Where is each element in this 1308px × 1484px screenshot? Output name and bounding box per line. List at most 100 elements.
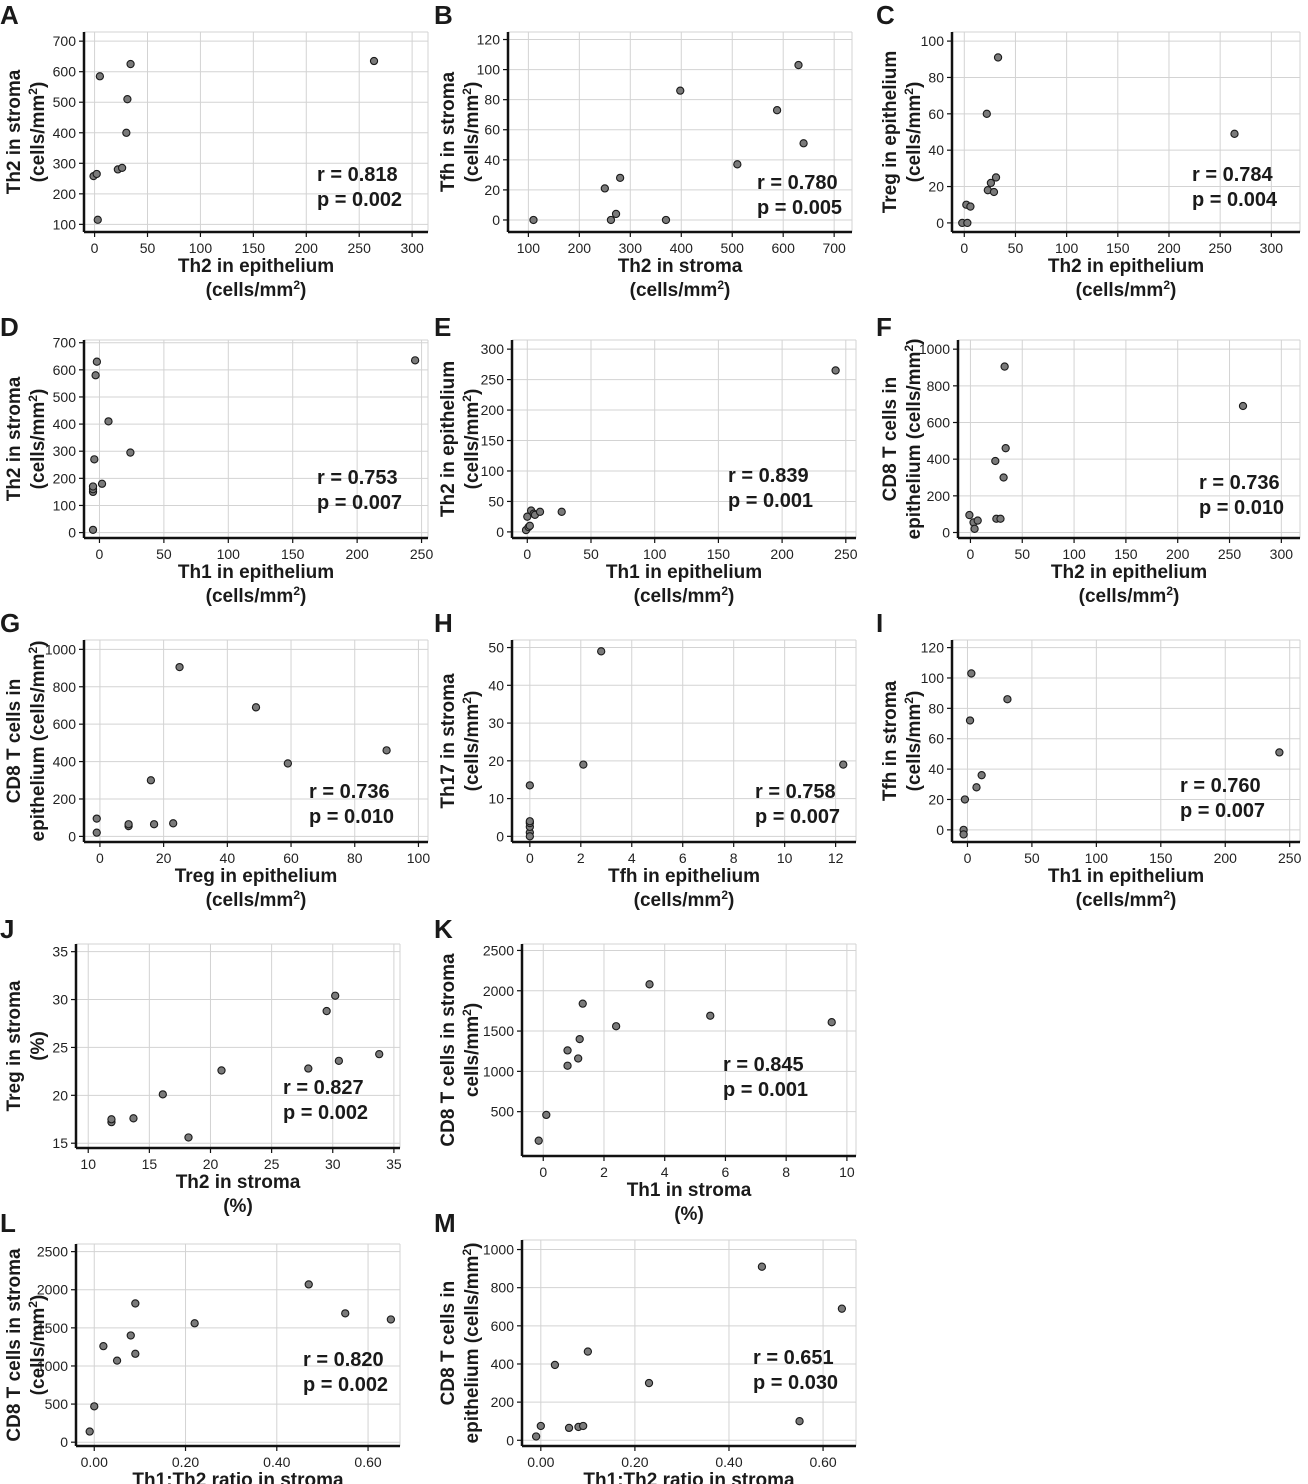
panel-i: I 0 50 100 150 200 250 0 20 40 60 80 100 120 r = 0.760… bbox=[876, 608, 1302, 911]
y-tick-label: 100 bbox=[481, 463, 505, 479]
x-axis-label: Th1 in epithelium bbox=[178, 562, 334, 583]
x-axis-label: Th2 in epithelium bbox=[178, 256, 334, 277]
data-point bbox=[563, 1046, 572, 1055]
y-axis-unit: (cells/mm2) bbox=[902, 691, 925, 792]
data-point bbox=[795, 1417, 804, 1426]
x-axis-unit: (cells/mm2) bbox=[1076, 278, 1177, 301]
x-tick-label: 0.20 bbox=[621, 1454, 648, 1470]
data-point bbox=[131, 1349, 140, 1358]
x-tick-label: 100 bbox=[1062, 546, 1086, 562]
panel-b: B 100 200 300 400 500 600 700 0 20 40 60 80 100 120 r =… bbox=[434, 0, 853, 301]
data-point bbox=[977, 771, 986, 780]
data-point bbox=[126, 59, 135, 69]
y-tick-label: 60 bbox=[484, 122, 500, 138]
panel-letter: B bbox=[434, 0, 453, 30]
data-point bbox=[525, 781, 534, 790]
y-tick-label: 100 bbox=[477, 62, 501, 78]
x-tick-label: 60 bbox=[283, 850, 299, 866]
y-tick-label: 400 bbox=[53, 125, 77, 141]
x-tick-label: 8 bbox=[782, 1164, 790, 1180]
y-tick-label: 50 bbox=[488, 493, 504, 509]
data-point bbox=[104, 417, 113, 426]
x-tick-label: 250 bbox=[834, 546, 858, 562]
data-point bbox=[645, 980, 654, 989]
data-point bbox=[534, 1136, 543, 1145]
r-value: r = 0.758 bbox=[755, 781, 836, 803]
x-tick-label: 0 bbox=[960, 240, 968, 256]
y-tick-label: 120 bbox=[477, 32, 501, 48]
x-tick-label: 150 bbox=[1106, 240, 1130, 256]
x-tick-label: 15 bbox=[142, 1156, 158, 1172]
data-point bbox=[965, 716, 975, 725]
y-axis-unit: epithelium (cells/mm2) bbox=[902, 339, 925, 540]
y-tick-label: 60 bbox=[928, 731, 944, 747]
data-point bbox=[531, 1432, 541, 1441]
y-axis-title: CD8 T cells in stroma bbox=[438, 953, 459, 1147]
y-tick-label: 15 bbox=[52, 1135, 68, 1151]
r-value: r = 0.753 bbox=[317, 467, 398, 489]
x-tick-label: 600 bbox=[772, 240, 796, 256]
y-axis-unit: (%) bbox=[28, 1031, 49, 1061]
data-point bbox=[88, 525, 98, 535]
x-axis-unit: (cells/mm2) bbox=[1079, 584, 1180, 607]
data-point bbox=[542, 1110, 551, 1120]
x-tick-label: 4 bbox=[661, 1164, 669, 1180]
y-tick-label: 100 bbox=[53, 497, 77, 513]
data-point bbox=[175, 662, 184, 672]
data-point bbox=[1003, 695, 1012, 704]
x-tick-label: 500 bbox=[721, 240, 745, 256]
data-point bbox=[124, 820, 133, 829]
x-tick-label: 100 bbox=[407, 850, 431, 866]
y-tick-label: 500 bbox=[53, 389, 77, 405]
y-tick-label: 0 bbox=[506, 1432, 514, 1448]
data-point bbox=[564, 1423, 574, 1433]
x-tick-label: 0.40 bbox=[263, 1454, 290, 1470]
data-point bbox=[126, 1331, 135, 1340]
r-value: r = 0.651 bbox=[753, 1347, 834, 1369]
y-tick-label: 40 bbox=[928, 761, 944, 777]
y-axis-title: Th2 in epithelium bbox=[438, 361, 459, 517]
x-tick-label: 0.40 bbox=[715, 1454, 742, 1470]
data-point bbox=[597, 647, 606, 656]
x-tick-label: 0.00 bbox=[81, 1454, 108, 1470]
x-tick-label: 200 bbox=[1166, 546, 1190, 562]
x-tick-label: 10 bbox=[839, 1164, 855, 1180]
data-point bbox=[99, 1341, 108, 1351]
panel-c: C 0 50 100 150 200 250 300 0 20 40 60 80 100 r = 0.784… bbox=[876, 0, 1301, 301]
data-point bbox=[967, 669, 976, 678]
x-tick-label: 200 bbox=[770, 546, 794, 562]
y-tick-label: 50 bbox=[488, 640, 504, 656]
y-axis-unit: epithelium (cells/mm2) bbox=[26, 641, 49, 842]
data-point bbox=[611, 209, 621, 219]
data-point bbox=[169, 819, 178, 828]
data-point bbox=[794, 60, 803, 70]
x-tick-label: 80 bbox=[347, 850, 363, 866]
data-point bbox=[90, 1402, 99, 1411]
data-point bbox=[557, 507, 566, 516]
y-axis-unit: (cells/mm2) bbox=[26, 389, 49, 490]
x-tick-label: 250 bbox=[1208, 240, 1232, 256]
data-point bbox=[375, 1049, 384, 1059]
x-tick-label: 0 bbox=[523, 546, 531, 562]
x-tick-label: 300 bbox=[619, 240, 643, 256]
y-tick-label: 30 bbox=[52, 992, 68, 1008]
y-tick-label: 40 bbox=[484, 152, 500, 168]
panel-letter: A bbox=[0, 0, 19, 30]
y-tick-label: 200 bbox=[491, 1394, 515, 1410]
y-tick-label: 500 bbox=[491, 1104, 515, 1120]
y-tick-label: 0 bbox=[496, 828, 504, 844]
data-point bbox=[341, 1309, 350, 1318]
y-axis-title: CD8 T cells in bbox=[880, 377, 901, 502]
panel-letter: L bbox=[0, 1208, 16, 1238]
panel-m: M 0.00 0.20 0.40 0.60 0 200 400 600 800 1000 r = 0.… bbox=[434, 1208, 857, 1484]
y-tick-label: 1500 bbox=[483, 1023, 514, 1039]
y-tick-label: 300 bbox=[53, 155, 77, 171]
data-point bbox=[369, 56, 379, 66]
x-tick-label: 0 bbox=[96, 850, 104, 866]
x-tick-label: 25 bbox=[264, 1156, 280, 1172]
x-tick-label: 0 bbox=[964, 850, 972, 866]
x-axis-unit: (cells/mm2) bbox=[634, 584, 735, 607]
y-tick-label: 200 bbox=[481, 402, 505, 418]
data-point bbox=[600, 184, 609, 193]
